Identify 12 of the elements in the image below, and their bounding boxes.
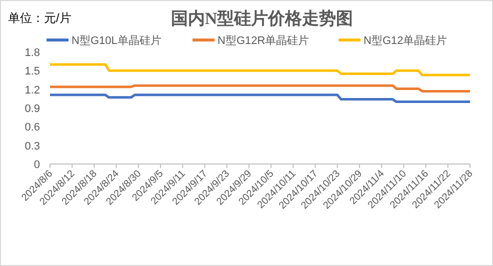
legend-label: N型G12R单晶硅片 bbox=[218, 34, 310, 47]
y-tick-label: 0.6 bbox=[24, 122, 40, 134]
y-tick-label: 1.8 bbox=[24, 47, 40, 59]
y-tick-label: 0.9 bbox=[24, 103, 40, 115]
y-tick-label: 1.2 bbox=[24, 84, 40, 96]
y-tick-label: 1.5 bbox=[24, 66, 40, 78]
legend-label: N型G12单晶硅片 bbox=[364, 34, 448, 47]
chart-title: 国内N型硅片价格走势图 bbox=[170, 9, 354, 28]
y-tick-label: 0.3 bbox=[24, 140, 40, 152]
y-tick-label: 0 bbox=[34, 159, 40, 171]
text: 单位：元/片 bbox=[8, 11, 72, 25]
legend-label: N型G10L单晶硅片 bbox=[72, 34, 162, 47]
